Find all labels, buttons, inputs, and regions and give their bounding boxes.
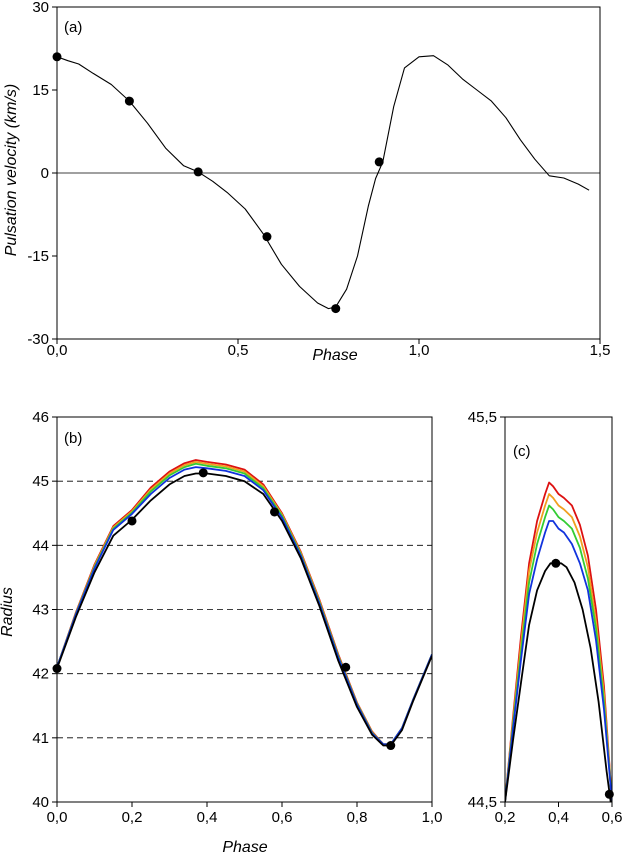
data-point-4 (270, 507, 279, 517)
data-point-6 (374, 157, 384, 167)
x-tick-label: 0,4 (548, 809, 569, 826)
data-point-6 (386, 741, 396, 751)
x-tick-label: 1,0 (422, 809, 443, 826)
y-tick-label: -15 (27, 248, 49, 265)
x-axis-label: Phase (312, 347, 357, 364)
y-tick-label: 43 (32, 602, 49, 619)
series-line-3 (505, 504, 612, 802)
y-tick-label: 40 (32, 794, 49, 811)
x-tick-label: 0,5 (228, 342, 249, 359)
series-line-4 (505, 520, 612, 802)
chart-panel-1: 0,0 0,5 1,0 1,5 30 15 0 -15 -30 (a) Phase Pulsation… (3, 0, 610, 364)
x-tick-label: 0,6 (272, 809, 293, 826)
x-tick-label: 0,2 (122, 809, 143, 826)
series-line-3 (57, 462, 432, 746)
x-tick-label: 0,8 (347, 809, 368, 826)
x-tick-label: 1,0 (409, 342, 430, 359)
y-tick-label: 41 (32, 730, 49, 747)
data-point-4 (262, 232, 272, 242)
chart-panel-3: 0,2 0,4 0,6 45,5 44,5 (c) (468, 409, 623, 826)
series-line-1 (57, 55, 590, 310)
data-point-5 (331, 304, 341, 314)
chart-panel-2: 0,0 0,2 0,4 0,6 0,8 1,0 46 45 44 43 42 41 40 (b) Phase… (0, 409, 442, 854)
panel-label: (b) (64, 430, 82, 447)
x-tick-label: 0,6 (602, 809, 623, 826)
y-tick-label: 44 (32, 537, 49, 554)
y-tick-label: 44,5 (468, 794, 497, 811)
data-point-2 (127, 516, 137, 526)
series-line-5 (57, 472, 432, 747)
x-tick-label: 0,4 (197, 809, 218, 826)
data-point-5 (341, 662, 351, 672)
y-tick-label: 45,5 (468, 409, 497, 426)
series-line-1 (57, 459, 432, 746)
data-point-3 (193, 167, 203, 177)
series-line-2 (505, 493, 612, 802)
x-tick-label: 0,0 (47, 809, 68, 826)
x-axis-label: Phase (222, 839, 267, 854)
series-line-4 (57, 466, 432, 746)
panel-label: (a) (64, 19, 82, 36)
y-tick-label: 45 (32, 473, 49, 490)
data-point-2 (124, 96, 134, 106)
data-point-3 (198, 468, 208, 478)
y-tick-label: 15 (32, 82, 49, 99)
x-tick-label: 0,0 (47, 342, 68, 359)
y-tick-label: 42 (32, 666, 49, 683)
x-tick-label: 0,2 (495, 809, 516, 826)
x-tick-label: 1,5 (590, 342, 611, 359)
panel-label: (c) (513, 443, 531, 460)
y-tick-label: 0 (41, 165, 49, 182)
y-tick-label: 46 (32, 409, 49, 426)
data-point-1 (551, 558, 561, 568)
y-tick-label: 30 (32, 0, 49, 16)
y-axis-label: Radius (0, 587, 16, 637)
y-tick-label: -30 (27, 331, 49, 348)
plot-frame (56, 416, 433, 803)
series-line-2 (57, 460, 432, 746)
y-axis-label: Pulsation velocity (km/s) (3, 84, 20, 257)
